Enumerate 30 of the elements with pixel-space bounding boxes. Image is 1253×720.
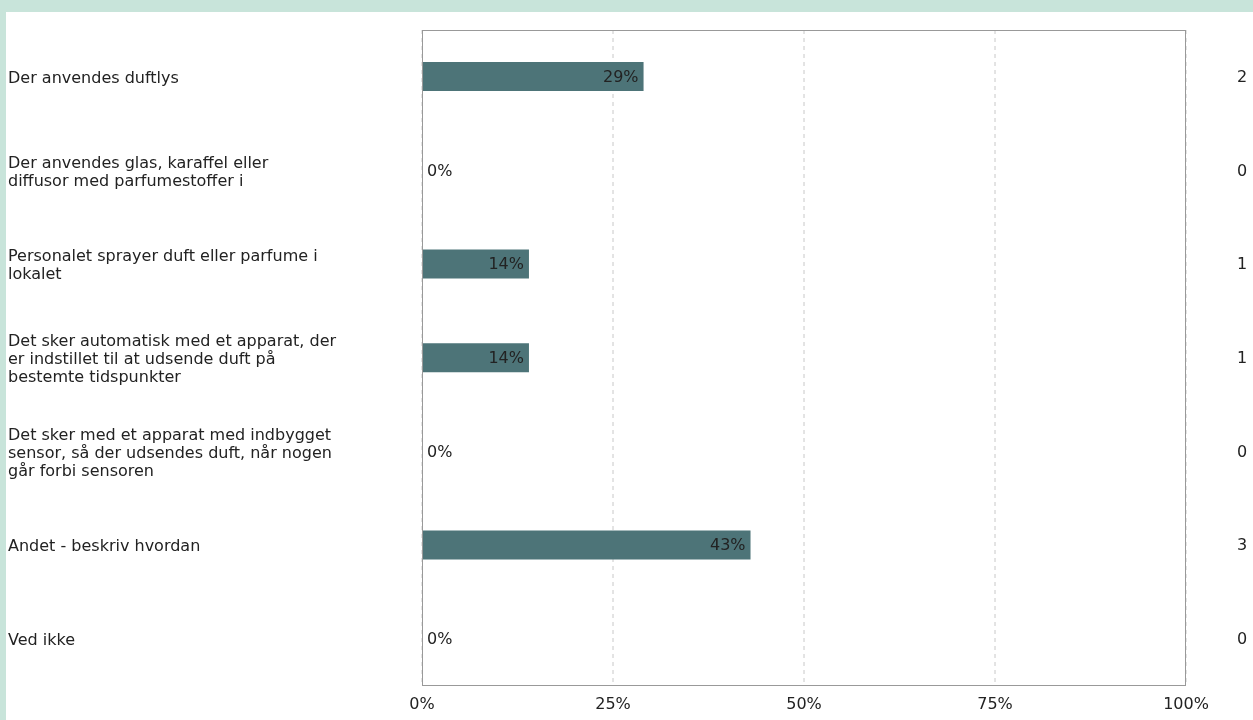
x-tick-label: 50% [786,694,822,714]
y-tick-label: Der anvendes glas, karaffel eller diffusor med parfumestoffer i [8,152,269,190]
data-label: 0% [427,160,453,181]
bar [422,62,644,91]
y-tick-label: Det sker med et apparat med indbygget sensor, så der udsendes duft, når nogen går forbi sensoren [8,424,332,480]
text: 1 [1237,348,1248,368]
data-label: 0% [427,441,453,462]
text: 2 [1237,66,1248,87]
x-tick-label: 0% [409,694,435,714]
text: 3 [1237,535,1248,556]
data-label: 29% [603,66,639,87]
x-tick-label: 25% [595,694,631,714]
x-tick-label: 100% [1163,694,1209,714]
bar [422,530,751,560]
text: 0 [1237,441,1248,462]
data-label: 43% [709,535,746,556]
data-label: 0% [427,629,453,650]
text: 1 [1237,254,1248,275]
text: 0 [1237,629,1248,650]
data-label: 14% [488,254,524,275]
bar [422,249,529,279]
y-tick-label: Personalet sprayer duft eller parfume i lokalet [8,245,318,283]
y-tick-label: Det sker automatisk med et apparat, der er indstillet til at udsende duft på bestemte tidspunkter [8,330,337,386]
data-label: 14% [488,348,524,368]
y-tick-label: Ved ikke [8,629,76,649]
y-tick-label: Der anvendes duftlys [8,67,179,87]
bar [422,343,529,373]
x-tick-label: 75% [977,694,1013,714]
text: 0 [1237,160,1248,181]
y-tick-label: Andet - beskriv hvordan [8,535,201,555]
